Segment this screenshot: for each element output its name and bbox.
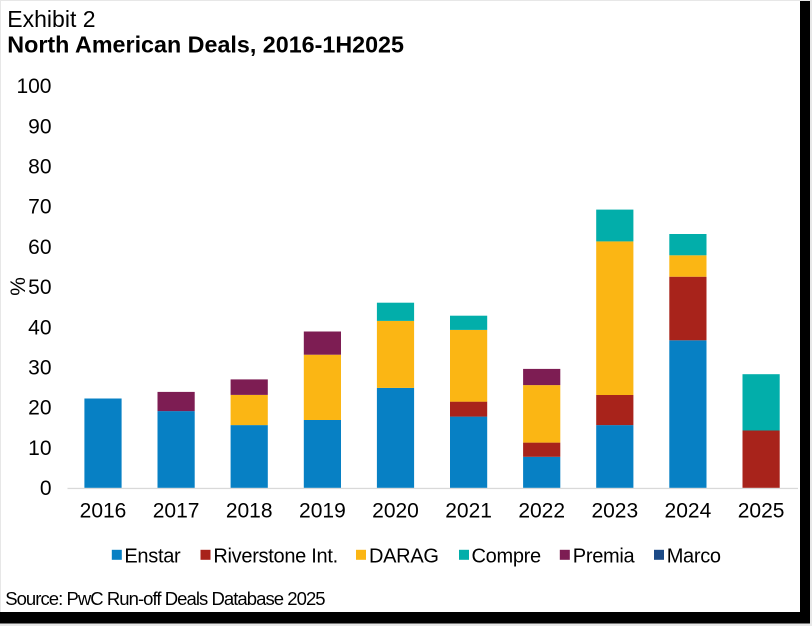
svg-text:Source: PwC Run-off Deals Data: Source: PwC Run-off Deals Database 2025 [5, 588, 325, 609]
svg-text:30: 30 [28, 357, 51, 380]
svg-text:2025: 2025 [738, 500, 785, 523]
svg-text:2019: 2019 [299, 500, 346, 523]
svg-text:2023: 2023 [591, 500, 638, 523]
svg-text:North American Deals, 2016-1H2: North American Deals, 2016-1H2025 [7, 32, 404, 58]
svg-text:Enstar: Enstar [124, 545, 181, 567]
svg-text:2022: 2022 [518, 500, 565, 523]
svg-text:50: 50 [28, 276, 51, 299]
svg-text:Premia: Premia [573, 545, 636, 567]
svg-text:2018: 2018 [226, 500, 273, 523]
svg-text:2024: 2024 [665, 500, 712, 523]
svg-text:70: 70 [28, 196, 51, 219]
svg-text:DARAG: DARAG [369, 545, 439, 567]
svg-text:10: 10 [28, 437, 51, 460]
svg-text:0: 0 [40, 477, 52, 500]
svg-text:Marco: Marco [667, 545, 721, 567]
svg-text:100: 100 [16, 75, 51, 98]
svg-text:Compre: Compre [472, 545, 542, 567]
svg-text:2020: 2020 [372, 500, 419, 523]
svg-text:80: 80 [28, 156, 51, 179]
svg-text:Riverstone Int.: Riverstone Int. [213, 545, 337, 567]
svg-text:40: 40 [28, 316, 51, 339]
svg-text:Exhibit 2: Exhibit 2 [7, 6, 95, 32]
svg-text:60: 60 [28, 236, 51, 259]
svg-text:20: 20 [28, 397, 51, 420]
svg-text:2017: 2017 [153, 500, 200, 523]
svg-text:90: 90 [28, 115, 51, 138]
svg-text:2021: 2021 [445, 500, 492, 523]
svg-text:2016: 2016 [80, 500, 127, 523]
svg-text:%: % [7, 277, 30, 296]
